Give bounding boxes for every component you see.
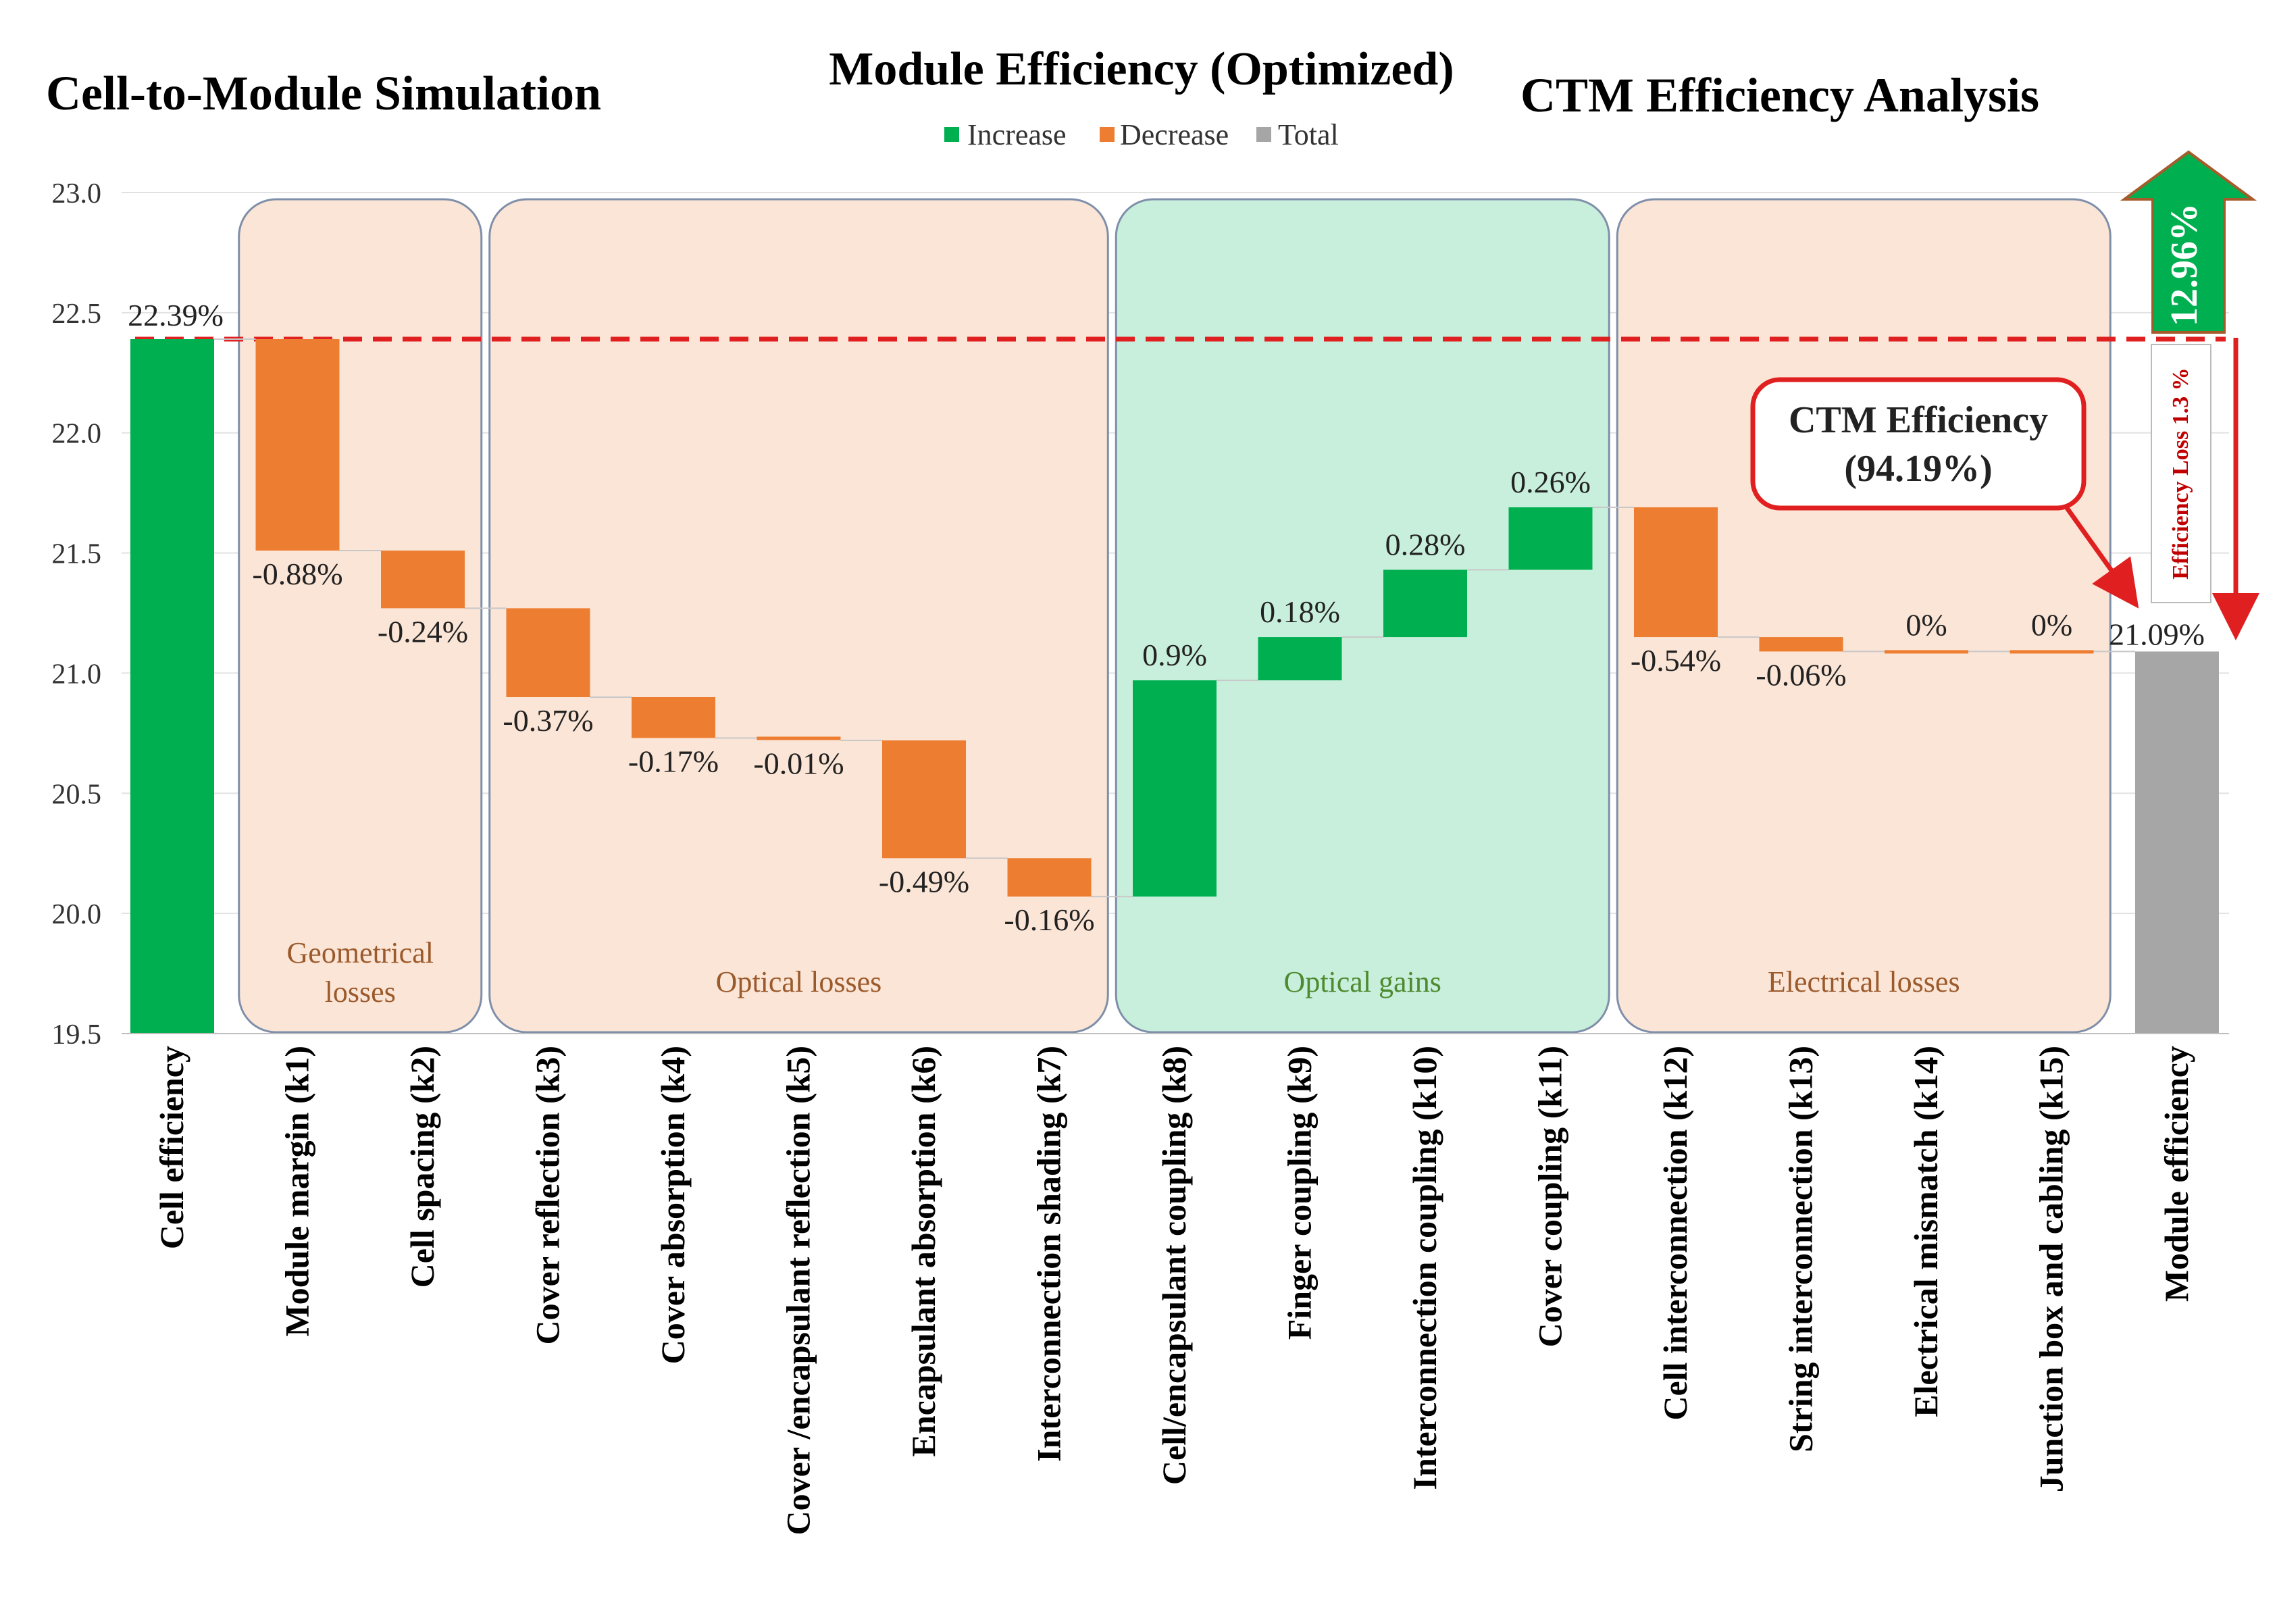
y-tick-label-4: 21.5 [52, 539, 102, 570]
gain-arrow-shape [2120, 150, 2257, 334]
ctm-callout-line2: (94.19%) [1844, 448, 1992, 490]
data-label-9: 0.18% [1260, 594, 1340, 629]
y-tick-label-2: 20.5 [52, 779, 102, 810]
x-tick-label-6: Encapsulant absorption (k6) [904, 1046, 942, 1457]
data-label-7: -0.16% [1004, 903, 1094, 937]
x-tick-label-12: Cell interconnection (k12) [1656, 1046, 1694, 1421]
bar-2 [381, 551, 465, 609]
y-tick-label-7: 23.0 [52, 178, 102, 209]
bar-4 [632, 697, 715, 738]
x-tick-label-8: Cell/encapsulant coupling (k8) [1155, 1046, 1193, 1485]
bar-14 [1885, 650, 1968, 654]
ctm-callout-box [1750, 377, 2087, 511]
bar-10 [1383, 569, 1467, 638]
data-label-10: 0.28% [1385, 527, 1466, 561]
data-label-12: -0.54% [1631, 643, 1721, 678]
bar-7 [1007, 858, 1092, 897]
y-tick-label-1: 20.0 [52, 899, 102, 930]
x-tick-label-15: Junction box and cabling (k15) [2032, 1046, 2070, 1492]
legend: Increase Decrease Total [944, 118, 1339, 151]
bar-13 [1759, 637, 1843, 652]
data-label-3: -0.37% [503, 703, 593, 738]
x-tick-label-10: Interconnection coupling (k10) [1406, 1046, 1443, 1490]
efficiency-loss-box [2151, 344, 2211, 603]
efficiency-loss-label: Efficiency Loss 1.3 % [2168, 367, 2193, 580]
legend-decrease-swatch [1100, 127, 1115, 142]
chart-title: Module Efficiency (Optimized) [829, 43, 1454, 95]
x-tick-label-7: Interconnection shading (k7) [1030, 1046, 1068, 1462]
ctm-callout: CTM Efficiency (94.19%) [1750, 377, 2139, 609]
x-tick-label-1: Module margin (k1) [278, 1046, 316, 1337]
bar-1 [255, 338, 340, 551]
bar-6 [882, 740, 966, 859]
data-label-11: 0.26% [1510, 465, 1591, 499]
gain-arrow: 12.96% [2120, 150, 2257, 334]
data-label-14: 0% [1905, 607, 1947, 642]
bar-3 [506, 608, 590, 697]
data-label-0: 22.39% [128, 298, 224, 332]
data-label-6: -0.49% [879, 864, 969, 898]
bar-5 [757, 736, 841, 740]
x-tick-label-11: Cover coupling (k11) [1531, 1046, 1569, 1347]
group-label-2-0: Optical gains [1284, 965, 1441, 998]
data-label-1: -0.88% [252, 557, 342, 591]
bar-11 [1508, 507, 1593, 570]
x-tick-label-0: Cell efficiency [153, 1046, 190, 1249]
data-label-16: 21.09% [2109, 617, 2205, 651]
bar-0 [130, 338, 214, 1034]
left-title: Cell-to-Module Simulation [46, 66, 601, 120]
y-tick-label-6: 22.5 [52, 299, 102, 330]
data-label-2: -0.24% [378, 614, 468, 649]
x-tick-label-13: String interconnection (k13) [1782, 1046, 1820, 1452]
group-label-0-1: losses [325, 975, 396, 1009]
x-tick-label-14: Electrical mismatch (k14) [1907, 1046, 1945, 1417]
data-label-5: -0.01% [753, 746, 844, 780]
legend-decrease-label: Decrease [1120, 118, 1229, 151]
group-label-1-0: Optical losses [716, 965, 882, 998]
group-label-3-0: Electrical losses [1768, 965, 1960, 998]
data-label-15: 0% [2031, 607, 2072, 642]
bar-12 [1634, 507, 1718, 638]
data-label-4: -0.17% [628, 744, 719, 778]
y-tick-label-3: 21.0 [52, 659, 102, 690]
y-tick-label-0: 19.5 [52, 1019, 102, 1050]
efficiency-loss-indicator: Efficiency Loss 1.3 % [2151, 338, 2259, 640]
group-panel-2 [1115, 198, 1610, 1034]
x-tick-label-9: Finger coupling (k9) [1281, 1046, 1319, 1340]
bar-9 [1258, 637, 1342, 681]
legend-increase-swatch [944, 127, 959, 142]
gain-arrow-label: 12.96% [2164, 203, 2205, 326]
data-label-8: 0.9% [1142, 638, 1207, 672]
x-tick-label-16: Module efficiency [2157, 1046, 2195, 1302]
ctm-callout-line1: CTM Efficiency [1789, 399, 2048, 441]
x-tick-label-2: Cell spacing (k2) [403, 1046, 441, 1288]
data-label-13: -0.06% [1756, 657, 1846, 692]
legend-total-swatch [1256, 127, 1271, 142]
x-tick-label-3: Cover reflection (k3) [529, 1046, 567, 1344]
x-tick-label-4: Cover absorption (k4) [654, 1046, 692, 1364]
y-tick-label-5: 22.0 [52, 419, 102, 450]
bar-8 [1133, 680, 1217, 897]
legend-total-label: Total [1278, 118, 1339, 151]
x-tick-label-5: Cover /encapsulant reflection (k5) [779, 1046, 817, 1535]
ctm-callout-arrow [2065, 506, 2139, 609]
legend-increase-label: Increase [967, 118, 1067, 151]
right-title: CTM Efficiency Analysis [1520, 68, 2039, 122]
bar-16 [2135, 651, 2219, 1034]
bar-15 [2010, 650, 2094, 654]
group-label-0-0: Geometrical [287, 936, 434, 969]
